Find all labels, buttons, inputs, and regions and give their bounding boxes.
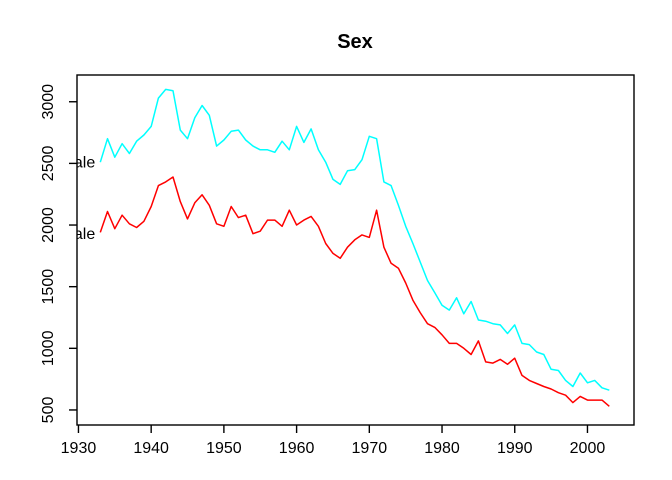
x-tick-label: 1980 — [424, 440, 460, 457]
series-line-female — [99, 88, 610, 391]
inline-series-labels: Female Male — [42, 155, 96, 244]
series-label-male: Male — [61, 226, 96, 243]
y-tick-label: 3000 — [40, 84, 57, 120]
x-tick-label: 1970 — [352, 440, 388, 457]
series-lines — [99, 88, 610, 407]
x-tick-label: 1960 — [279, 440, 315, 457]
y-tick-label: 500 — [40, 397, 57, 424]
y-tick-label: 1000 — [40, 330, 57, 366]
series-label-female: Female — [42, 155, 95, 172]
x-tick-label: 1990 — [497, 440, 533, 457]
x-tick-label: 2000 — [570, 440, 606, 457]
y-tick-label: 1500 — [40, 269, 57, 305]
y-tick-label: 2000 — [40, 207, 57, 243]
chart-title: Sex — [337, 31, 373, 53]
y-tick-label: 2500 — [40, 145, 57, 181]
plot-box — [76, 74, 635, 426]
series-line-male — [99, 176, 610, 407]
axes: 1930 1940 1950 1960 1970 1980 1990 2000 500 1000 1… — [40, 84, 605, 457]
x-tick-label: 1930 — [61, 440, 97, 457]
x-tick-label: 1940 — [133, 440, 169, 457]
x-tick-label: 1950 — [206, 440, 242, 457]
